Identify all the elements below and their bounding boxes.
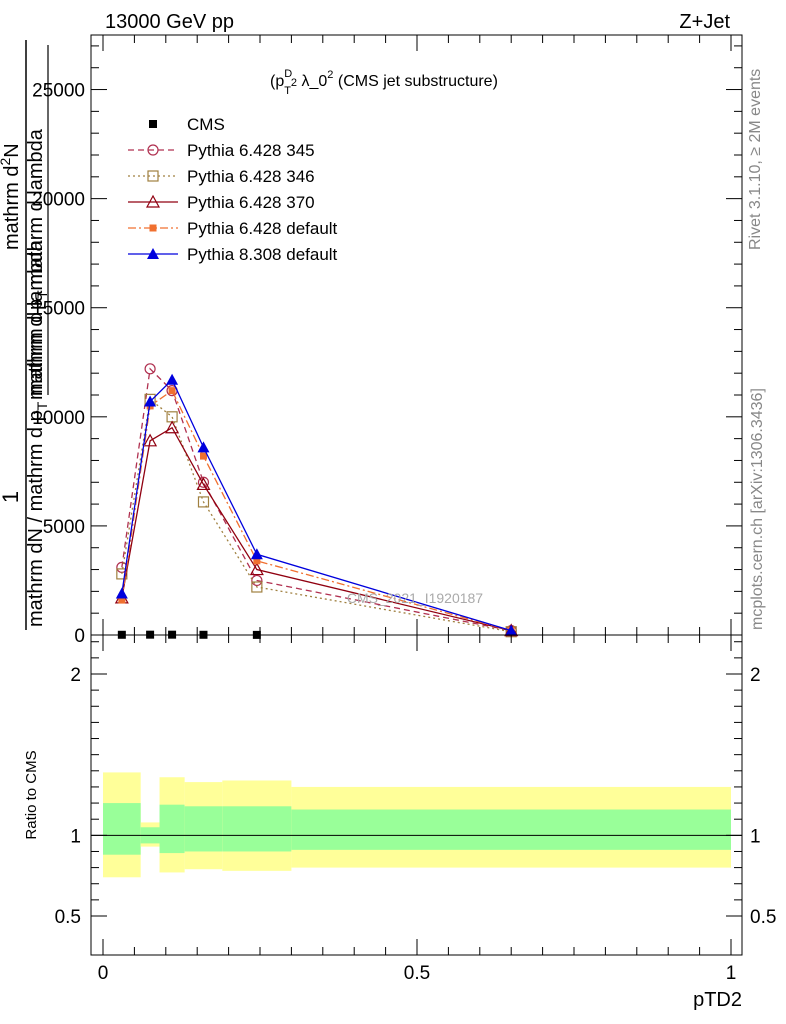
legend-entry: Pythia 6.428 370 xyxy=(128,193,315,212)
y-label-denominator: mathrm dN / mathrm d pT mathrm d lambda xyxy=(25,240,50,627)
legend-entry: Pythia 6.428 default xyxy=(128,219,338,238)
legend-label: Pythia 6.428 345 xyxy=(187,141,315,160)
data-point xyxy=(505,624,518,636)
ratio-band-inner xyxy=(291,809,731,850)
data-point xyxy=(143,433,158,447)
ratio-y-tick-label: 2 xyxy=(70,665,81,686)
ratio-y-label: Ratio to CMS xyxy=(23,750,40,839)
legend-marker xyxy=(149,224,157,232)
ratio-y-tick-label-right: 0.5 xyxy=(750,907,776,928)
data-point xyxy=(197,441,210,453)
main-y-tick-label: 0 xyxy=(74,626,85,647)
data-point xyxy=(165,420,180,434)
data-point xyxy=(144,363,156,375)
ratio-y-tick-label: 1 xyxy=(70,826,81,847)
legend-marker xyxy=(147,248,159,259)
legend-marker xyxy=(149,120,157,128)
data-point xyxy=(250,548,263,560)
main-y-tick-label: 5000 xyxy=(43,517,85,538)
legend-entry: Pythia 6.428 346 xyxy=(128,167,315,186)
legend-label: Pythia 8.308 default xyxy=(187,245,338,264)
data-point xyxy=(249,562,264,576)
main-y-tick-label: 25000 xyxy=(32,81,85,102)
x-axis-label: pTD2 xyxy=(693,989,742,1011)
y-label-numerator: mathrm d2N xyxy=(0,143,23,250)
x-tick-label: 1 xyxy=(726,963,737,984)
data-point xyxy=(115,587,128,599)
ratio-y-tick-label-right: 1 xyxy=(750,826,761,847)
x-tick-label: 0 xyxy=(98,963,109,984)
data-point xyxy=(168,387,176,395)
legend-marker xyxy=(147,144,159,156)
ratio-band-inner xyxy=(103,803,141,855)
y-label-one: 1 xyxy=(0,491,23,503)
main-y-label: 1 mathrm dN / mathrm d pT mathrm d lambd… xyxy=(0,40,50,630)
header-right-title: Z+Jet xyxy=(679,11,730,33)
y-label-numerator-denominator: mathrm d pT mathrm d lambda xyxy=(25,128,50,400)
watermark: CMS_2021_I1920187 xyxy=(347,590,483,606)
main-panel: 0 5000 10000 15000 20000 25000 CMS_2021_I1920… xyxy=(0,34,743,647)
data-point xyxy=(251,581,263,593)
rivet-label: Rivet 3.1.10, ≥ 2M events xyxy=(747,69,764,250)
ratio-panel: 0.5 0.51 12 2 0 0.5 1 Ratio to CMS pTD2 xyxy=(23,634,776,1011)
ratio-band-inner xyxy=(159,804,185,854)
header-left-title: 13000 GeV pp xyxy=(105,11,234,33)
legend-entry: CMS xyxy=(149,115,225,134)
legend-entry: Pythia 8.308 default xyxy=(128,245,338,264)
plot-title: (pD T2 λ_02 (CMS jet substructure) xyxy=(270,68,498,97)
data-point xyxy=(144,395,157,407)
series-line xyxy=(121,389,512,632)
data-point xyxy=(197,496,210,508)
data-point xyxy=(199,452,207,460)
main-y-tick-label: 10000 xyxy=(32,408,85,429)
data-point xyxy=(251,574,263,587)
legend-label: CMS xyxy=(187,115,225,134)
main-y-ticks: 0 5000 10000 15000 20000 25000 xyxy=(32,35,742,647)
ratio-y-ticks: 0.5 0.5 1 1 2 2 xyxy=(55,641,776,928)
ratio-frame xyxy=(90,634,743,956)
data-point xyxy=(196,477,211,491)
series-line xyxy=(121,378,512,632)
mcplots-label: mcplots.cern.ch [arXiv:1306.3436] xyxy=(749,388,766,630)
legend: CMS Pythia 6.428 345 Pythia 6.428 346 Pythi… xyxy=(128,115,338,264)
ratio-bands xyxy=(103,772,731,878)
ratio-band-inner xyxy=(222,806,292,852)
legend-marker xyxy=(145,194,161,208)
main-y-tick-label: 20000 xyxy=(32,190,85,211)
data-point xyxy=(118,596,126,604)
ratio-y-tick-label: 0.5 xyxy=(55,907,81,928)
series-line xyxy=(121,426,512,632)
ratio-y-tick-label-right: 2 xyxy=(750,665,761,686)
x-ticks: 0 0.5 1 xyxy=(98,635,737,984)
legend-entry: Pythia 6.428 345 xyxy=(128,141,315,160)
data-point xyxy=(166,411,178,423)
x-tick-label: 0.5 xyxy=(404,963,430,984)
series-line xyxy=(121,367,512,632)
legend-marker xyxy=(147,170,159,182)
ratio-band-inner xyxy=(184,806,223,852)
legend-label: Pythia 6.428 346 xyxy=(187,167,315,186)
series-line xyxy=(121,398,512,633)
data-point xyxy=(116,568,128,580)
legend-label: Pythia 6.428 370 xyxy=(187,193,315,212)
legend-label: Pythia 6.428 default xyxy=(187,219,338,238)
main-y-tick-label: 15000 xyxy=(32,299,85,320)
data-point xyxy=(166,373,179,385)
series-pythia-8-308-default xyxy=(115,373,518,636)
data-point xyxy=(253,557,261,565)
